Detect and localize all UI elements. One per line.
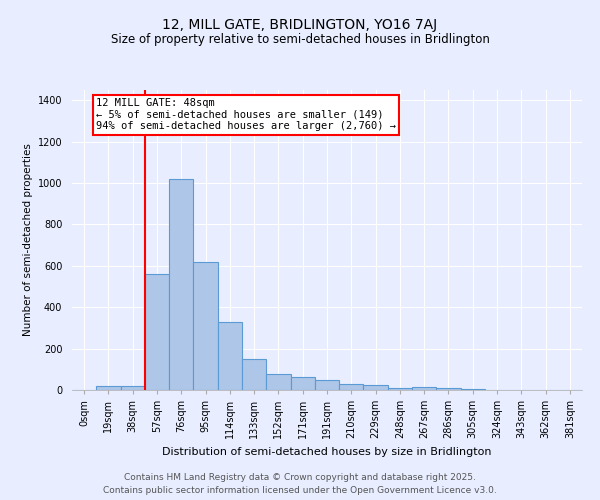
- Bar: [436, 388, 461, 390]
- Text: Size of property relative to semi-detached houses in Bridlington: Size of property relative to semi-detach…: [110, 32, 490, 46]
- Text: 12 MILL GATE: 48sqm
← 5% of semi-detached houses are smaller (149)
94% of semi-d: 12 MILL GATE: 48sqm ← 5% of semi-detache…: [96, 98, 396, 132]
- Y-axis label: Number of semi-detached properties: Number of semi-detached properties: [23, 144, 34, 336]
- Bar: [290, 376, 315, 390]
- Bar: [339, 384, 364, 390]
- Bar: [266, 374, 290, 390]
- Bar: [315, 380, 339, 390]
- Bar: [169, 179, 193, 390]
- Text: Contains HM Land Registry data © Crown copyright and database right 2025.
Contai: Contains HM Land Registry data © Crown c…: [103, 474, 497, 495]
- Bar: [96, 386, 121, 390]
- Bar: [461, 389, 485, 390]
- Bar: [412, 387, 436, 390]
- Bar: [388, 388, 412, 390]
- Bar: [242, 359, 266, 390]
- Bar: [121, 386, 145, 390]
- Bar: [193, 262, 218, 390]
- Bar: [364, 385, 388, 390]
- Bar: [218, 322, 242, 390]
- Text: 12, MILL GATE, BRIDLINGTON, YO16 7AJ: 12, MILL GATE, BRIDLINGTON, YO16 7AJ: [163, 18, 437, 32]
- X-axis label: Distribution of semi-detached houses by size in Bridlington: Distribution of semi-detached houses by …: [162, 446, 492, 456]
- Bar: [145, 274, 169, 390]
